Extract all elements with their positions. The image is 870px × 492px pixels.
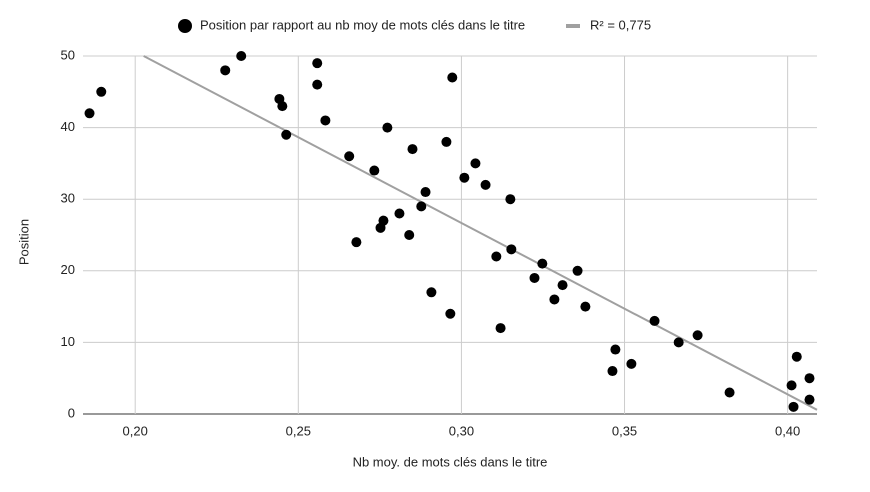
point [724,387,735,398]
point [96,86,107,97]
point [378,215,389,226]
x-tick-label: 0,30 [449,423,474,438]
point [537,258,548,269]
y-tick-label: 30 [61,191,75,206]
point [236,51,247,61]
point [480,179,491,190]
point [649,315,660,326]
y-tick-label: 10 [61,334,75,349]
y-tick-label: 40 [61,119,75,134]
point [382,122,393,133]
point [281,129,292,140]
point [495,323,506,334]
point [529,272,540,283]
x-tick-label: 0,20 [123,423,148,438]
y-axis-title: Position [16,219,31,265]
point [804,373,815,384]
point [426,287,437,298]
point [445,308,456,319]
legend-label: R² = 0,775 [590,17,651,32]
point [404,230,415,240]
point [344,151,355,162]
point [277,101,288,112]
point [320,115,331,126]
x-tick-label: 0,25 [286,423,311,438]
point [420,187,431,198]
point [220,65,231,76]
point [459,172,470,183]
point [626,358,637,369]
point [394,208,405,219]
point [692,330,703,341]
x-axis-title: Nb moy. de mots clés dans le titre [353,454,548,469]
point [407,144,418,155]
legend-label: Position par rapport au nb moy de mots c… [200,17,525,32]
y-tick-label: 50 [61,47,75,62]
trendline [143,55,818,411]
point [610,344,621,355]
point [506,244,517,255]
point [549,294,560,305]
point [505,194,516,205]
point [557,280,568,291]
point [312,58,323,69]
point [607,366,618,377]
y-tick-label: 20 [61,262,75,277]
point [804,394,815,405]
point [351,237,362,248]
legend-marker [178,19,192,33]
point [369,165,380,176]
point [786,380,797,391]
point [416,201,427,212]
point [447,72,458,83]
point [491,251,502,262]
x-tick-label: 0,35 [612,423,637,438]
point [441,136,452,147]
point [673,337,684,348]
point [84,108,95,119]
point [312,79,323,90]
point [791,351,802,362]
point [788,401,799,412]
point [572,265,583,276]
y-tick-label: 0 [68,405,75,420]
x-tick-label: 0,40 [775,423,800,438]
point [470,158,481,169]
point [580,301,591,312]
